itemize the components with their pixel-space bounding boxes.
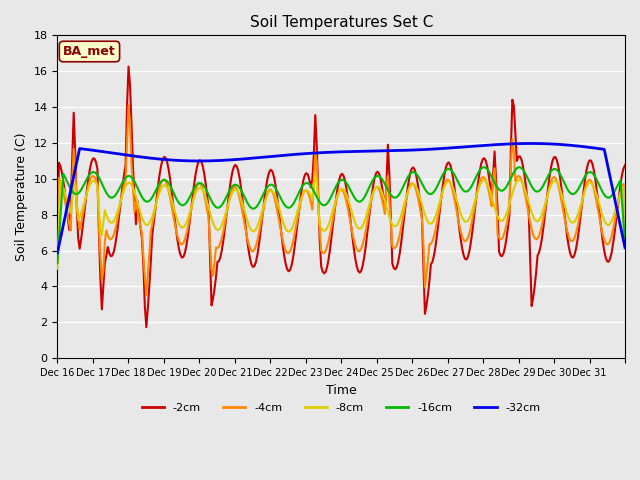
X-axis label: Time: Time xyxy=(326,384,356,396)
Legend: -2cm, -4cm, -8cm, -16cm, -32cm: -2cm, -4cm, -8cm, -16cm, -32cm xyxy=(138,398,545,417)
Title: Soil Temperatures Set C: Soil Temperatures Set C xyxy=(250,15,433,30)
Text: BA_met: BA_met xyxy=(63,45,116,58)
Y-axis label: Soil Temperature (C): Soil Temperature (C) xyxy=(15,132,28,261)
